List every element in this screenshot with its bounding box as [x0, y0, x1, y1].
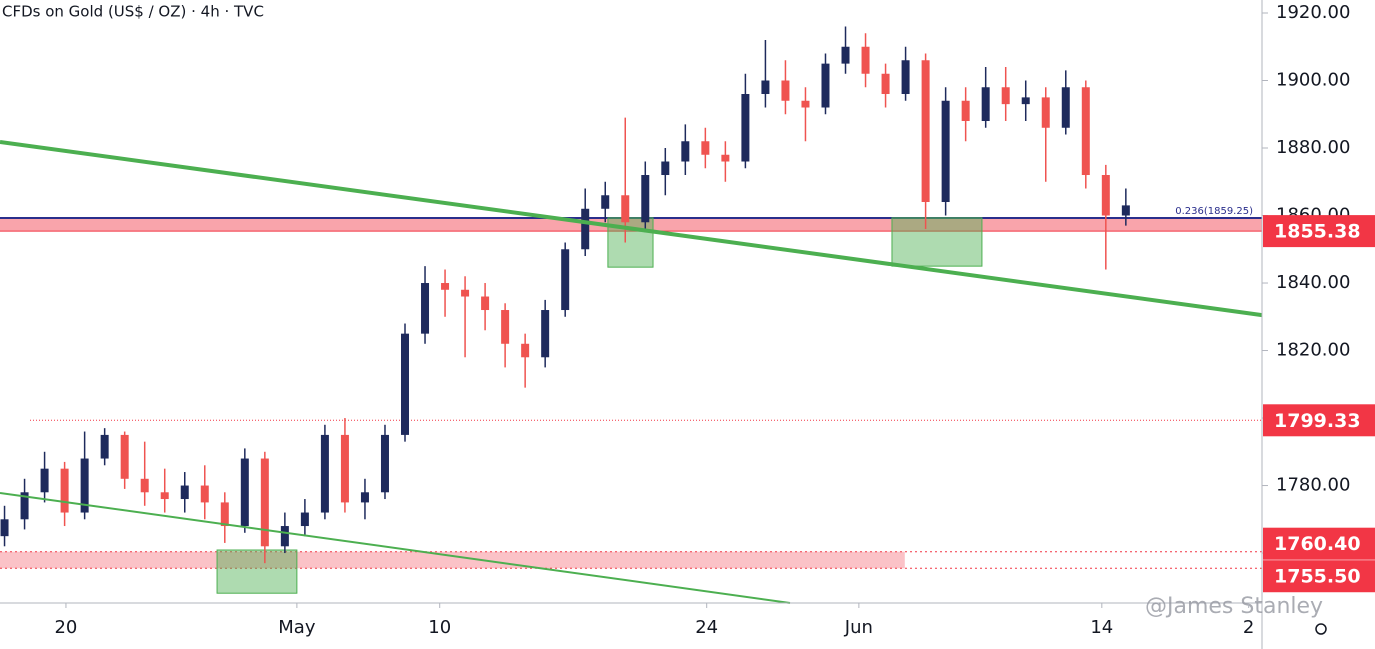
price-label-box [1263, 560, 1375, 593]
candle-body [100, 434, 109, 459]
candle-body [941, 100, 950, 203]
x-tick-label: May [278, 617, 316, 638]
y-tick-label: 1840.00 [1276, 272, 1350, 293]
candle-body [921, 60, 930, 203]
candle-body [320, 434, 329, 513]
candle-body [741, 94, 750, 162]
candle-body [521, 343, 530, 358]
candle-body [1021, 97, 1030, 105]
candle-body [200, 485, 209, 503]
candle-body [160, 492, 169, 500]
zone-box [891, 217, 983, 267]
candle-body [781, 80, 790, 101]
fib-label: 0.236(1859.25) [1175, 206, 1253, 217]
candle-body [401, 333, 410, 435]
candle-body [461, 289, 470, 297]
candle-body [601, 195, 610, 209]
candle-body [981, 87, 990, 122]
x-tick-label: 24 [695, 617, 718, 638]
candle-body [481, 296, 490, 311]
candle-body [561, 249, 570, 311]
candle-body [20, 492, 29, 520]
candle-body [260, 458, 269, 547]
candle-body [761, 80, 770, 95]
y-tick-label: 1900.00 [1276, 70, 1350, 91]
chart-title: CFDs on Gold (US$ / OZ) · 4h · TVC [2, 3, 264, 21]
price-label-box [1263, 527, 1375, 560]
trendline [0, 139, 1263, 318]
candle-body [1001, 87, 1010, 105]
price-label: 1855.38 [1274, 221, 1361, 243]
resistance-band [0, 218, 1262, 232]
candle-body [340, 434, 349, 503]
price-label: 1755.50 [1274, 566, 1361, 588]
price-label: 1799.33 [1274, 410, 1361, 432]
candle-body [140, 478, 149, 493]
y-tick-label: 1920.00 [1276, 2, 1350, 23]
plot-area: 0.236(1859.25) [0, 26, 1263, 604]
y-tick-label: 1820.00 [1276, 340, 1350, 361]
candle-body [621, 195, 630, 223]
candle-body [80, 458, 89, 513]
candle-body [360, 492, 369, 503]
price-label: 1760.40 [1274, 533, 1361, 555]
candle-body [861, 46, 870, 74]
candle-body [1041, 97, 1050, 128]
candle-body [40, 468, 49, 493]
x-tick-label: 2 [1243, 617, 1254, 638]
candle-body [581, 208, 590, 250]
x-tick-label: 10 [428, 617, 451, 638]
candle-body [0, 519, 9, 537]
y-tick-label: 1780.00 [1276, 475, 1350, 496]
candle-body [701, 141, 710, 155]
x-tick-label: 14 [1090, 617, 1113, 638]
settings-icon[interactable] [1315, 623, 1327, 635]
candle-body [421, 283, 430, 334]
candle-body [901, 60, 910, 95]
candle-body [541, 310, 550, 358]
candle-body [120, 434, 129, 479]
candle-body [300, 512, 309, 527]
support-band [0, 551, 905, 569]
price-label-box [1263, 404, 1375, 437]
candle-body [641, 175, 650, 223]
candle-body [1101, 175, 1110, 216]
candle-body [60, 468, 69, 513]
candle-body [280, 526, 289, 547]
candle-body [1061, 87, 1070, 128]
x-tick-label: Jun [844, 617, 873, 638]
candle-body [441, 283, 450, 290]
candle-body [240, 458, 249, 527]
candle-body [841, 46, 850, 64]
candle-body [1121, 205, 1130, 216]
candle-body [220, 502, 229, 527]
candle-body [661, 161, 670, 176]
candle-body [180, 485, 189, 500]
candle-body [821, 63, 830, 108]
trendline [0, 491, 791, 604]
candle-body [380, 434, 389, 493]
zone-box [216, 549, 298, 594]
y-tick-label: 1880.00 [1276, 137, 1350, 158]
candle-body [961, 100, 970, 122]
price-label-box [1263, 215, 1375, 248]
candle-body [681, 141, 690, 162]
watermark: @James Stanley [1145, 594, 1323, 619]
x-tick-label: 20 [54, 617, 77, 638]
candle-body [1081, 87, 1090, 176]
candle-body [801, 100, 810, 108]
candle-body [881, 73, 890, 95]
candle-body [501, 310, 510, 344]
candle-body [721, 154, 730, 162]
